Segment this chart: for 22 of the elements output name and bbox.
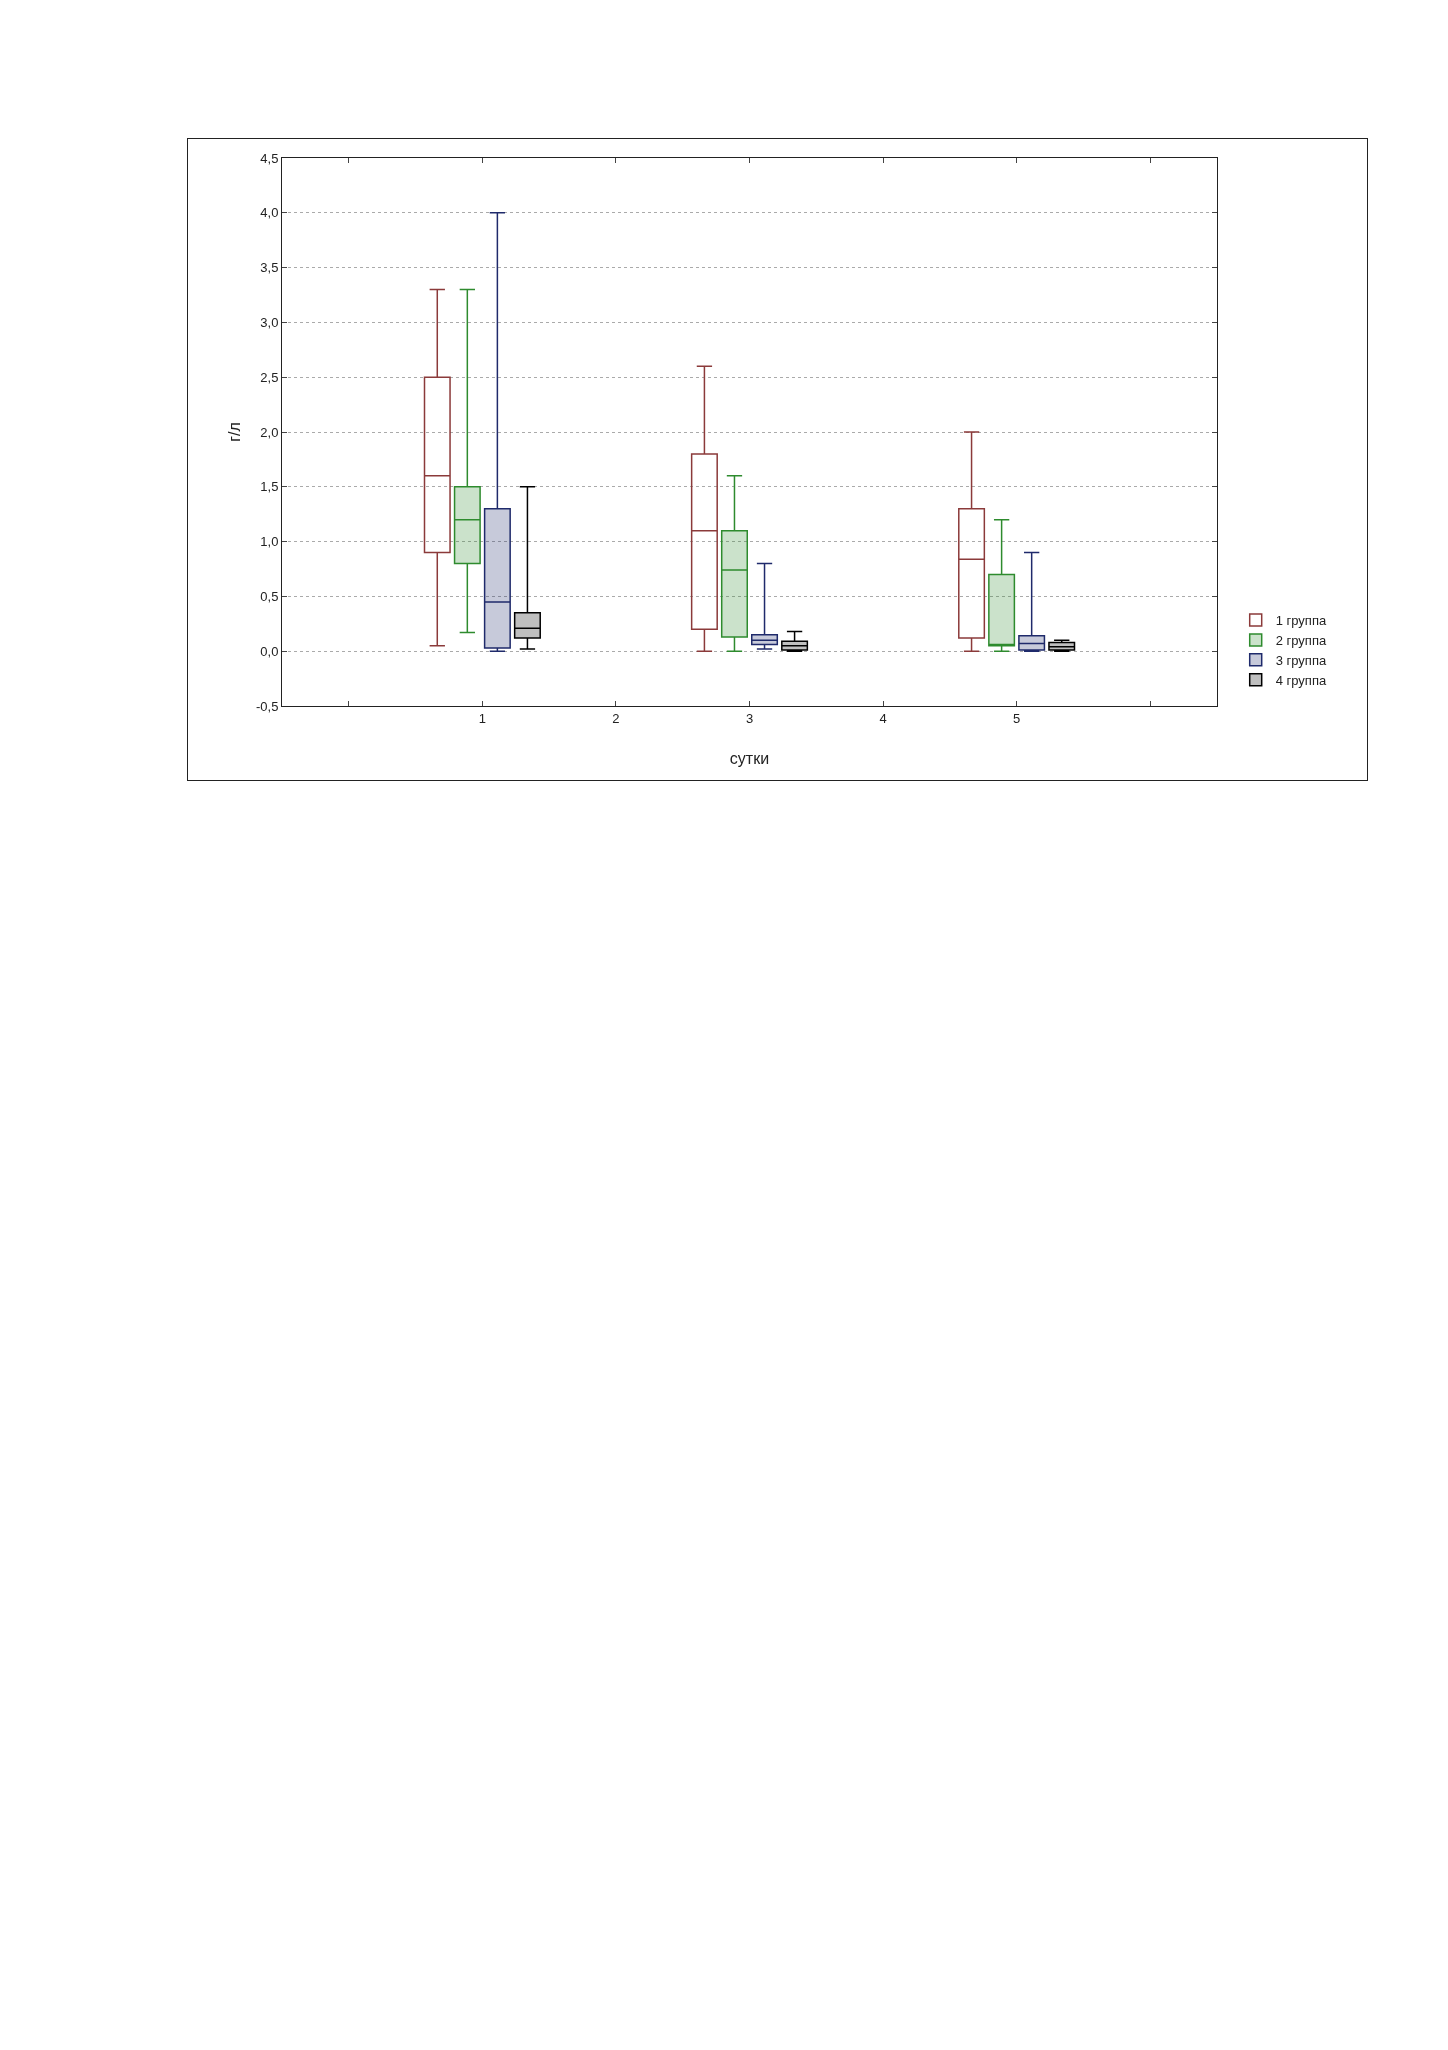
y-tick-label: 1,5 bbox=[260, 479, 279, 495]
y-tick-label: -0,5 bbox=[255, 698, 279, 714]
y-axis-title: г/л bbox=[226, 422, 243, 442]
legend-label: 2 группа bbox=[1275, 632, 1327, 648]
legend-label: 4 группа bbox=[1275, 672, 1327, 688]
y-tick-label: 1,0 bbox=[260, 534, 279, 550]
x-tick-label: 4 bbox=[879, 710, 887, 726]
y-tick-label: 4,0 bbox=[260, 205, 279, 221]
x-tick-label: 2 bbox=[612, 710, 620, 726]
y-tick-label: 2,5 bbox=[260, 369, 279, 385]
x-tick-label: 5 bbox=[1013, 710, 1021, 726]
x-axis-title: сутки bbox=[729, 750, 770, 767]
x-tick-label: 1 bbox=[478, 710, 486, 726]
legend-label: 3 группа bbox=[1275, 652, 1327, 668]
y-tick-label: 3,5 bbox=[260, 260, 279, 276]
x-tick-label: 3 bbox=[745, 710, 754, 726]
legend-label: 1 группа bbox=[1275, 613, 1327, 629]
y-tick-label: 3,0 bbox=[260, 314, 279, 330]
y-tick-label: 2,0 bbox=[260, 424, 279, 440]
y-tick-label: 0,0 bbox=[260, 643, 279, 659]
y-tick-label: 0,5 bbox=[260, 588, 279, 604]
y-tick-label: 4,5 bbox=[260, 150, 279, 166]
